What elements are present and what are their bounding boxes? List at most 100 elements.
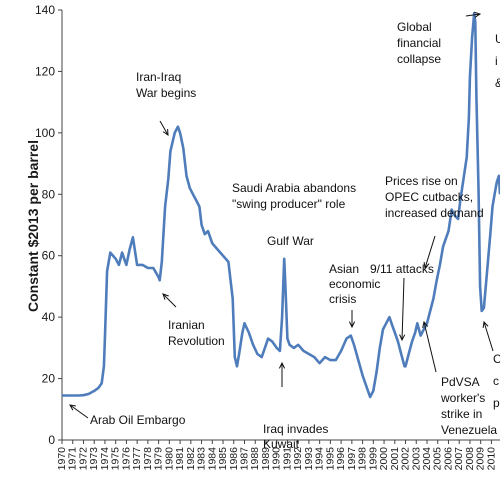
- annotation-line: War begins: [136, 86, 196, 100]
- x-tick-label: 1977: [131, 447, 143, 471]
- annotation-line: U: [495, 32, 500, 46]
- annotation-arrow: [423, 321, 437, 373]
- annotation-line: collapse: [397, 52, 441, 66]
- annotation-arrow: [159, 120, 169, 136]
- series-group: [62, 11, 500, 399]
- x-tick-label: 2004: [421, 447, 433, 471]
- x-tick-label: 1985: [217, 447, 229, 471]
- x-axis: 1970197119721973197419751976197719781979…: [56, 439, 500, 471]
- annotation-line: Global: [397, 20, 432, 34]
- annotation-arrowhead: [423, 262, 430, 270]
- annotation-label: Prices rise on OPEC cutbacks, increased de…: [385, 174, 484, 220]
- x-tick-label: 1995: [324, 447, 336, 471]
- annotation-line: Iranian: [168, 318, 205, 332]
- annotation-label: Iranian Revolution: [168, 318, 225, 348]
- annotation-line: Saudi Arabia abandons: [232, 181, 356, 195]
- y-tick-label: 80: [42, 187, 56, 201]
- x-tick-label: 1970: [56, 447, 68, 471]
- annotation-arrowhead: [278, 361, 286, 369]
- x-tick-label: 2001: [389, 447, 401, 471]
- annotation-line: p: [493, 396, 500, 410]
- annotation-arrowhead: [162, 128, 169, 137]
- x-tick-label: 1975: [110, 447, 122, 471]
- annotation-line: financial: [397, 36, 441, 50]
- x-tick-label: 2002: [400, 447, 412, 471]
- annotation-line: c: [493, 374, 499, 388]
- annotation-label: Ui &: [495, 32, 500, 90]
- annotation-arrow: [69, 404, 89, 419]
- x-tick-label: 2010: [485, 447, 497, 471]
- annotation-arrow: [162, 293, 177, 308]
- x-tick-label: 2006: [442, 447, 454, 471]
- annotation-label: PdVSA worker's strike in Venezuela: [440, 375, 497, 437]
- x-tick-label: 1986: [228, 447, 240, 471]
- y-tick-label: 40: [42, 310, 56, 324]
- x-tick-label: 1982: [185, 447, 197, 471]
- annotation-label: Arab Oil Embargo: [90, 413, 186, 427]
- annotations: Arab Oil Embargo Iranian Revolution Iran-Ir…: [69, 11, 500, 451]
- x-tick-label: 2009: [475, 447, 487, 471]
- x-tick-label: 1974: [99, 447, 111, 471]
- annotation-line: Asian: [329, 262, 359, 276]
- annotation-line: "swing producer" role: [232, 197, 346, 211]
- annotation-line: Prices rise on: [385, 174, 458, 188]
- annotation-label: 9/11 attacks: [370, 262, 434, 276]
- annotation-line: 9/11 attacks: [370, 262, 434, 276]
- annotation-line: strike in: [441, 407, 482, 421]
- x-tick-label: 1980: [163, 447, 175, 471]
- annotation-line: crisis: [329, 292, 356, 306]
- y-axis: 0 20 40 60 80 100 120 140: [35, 3, 63, 447]
- annotation-arrowhead: [348, 321, 356, 329]
- y-tick-label: 100: [35, 126, 55, 140]
- annotation-line: OPEC cutbacks,: [385, 190, 473, 204]
- y-tick-label: 0: [48, 433, 55, 447]
- annotation-arrow: [483, 321, 494, 352]
- annotation-arrow: [401, 277, 405, 341]
- x-tick-label: 1994: [314, 447, 326, 471]
- x-tick-label: 1973: [88, 447, 100, 471]
- annotation-label: Global financial collapse: [397, 20, 441, 66]
- x-tick-label: 1976: [120, 447, 132, 471]
- x-tick-label: 1992: [292, 447, 304, 471]
- annotation-line: Venezuela: [441, 423, 497, 437]
- annotation-arrowhead: [69, 404, 76, 411]
- x-tick-label: 1988: [249, 447, 261, 471]
- y-tick-label: 140: [35, 3, 55, 17]
- x-tick-label: 2000: [378, 447, 390, 471]
- annotation-arrowhead: [474, 11, 482, 18]
- x-tick-label: 2007: [453, 447, 465, 471]
- annotation-label: Saudi Arabia abandons "swing producer" ro…: [232, 181, 356, 211]
- x-tick-label: 1971: [67, 447, 79, 471]
- annotation-line: Iraq invades: [263, 422, 328, 436]
- x-tick-label: 1997: [346, 447, 358, 471]
- annotation-arrow: [465, 13, 481, 17]
- x-tick-label: 1987: [239, 447, 251, 471]
- annotation-line: Arab Oil Embargo: [90, 413, 186, 427]
- x-tick-label: 1999: [367, 447, 379, 471]
- oil-price-line: [62, 11, 500, 399]
- annotation-line: Gulf War: [267, 234, 314, 248]
- annotation-label: Gulf War: [267, 234, 314, 248]
- annotation-line: C: [493, 352, 500, 366]
- annotation-arrowhead: [422, 320, 429, 329]
- x-tick-label: 1991: [281, 447, 293, 471]
- x-tick-label: 1989: [260, 447, 272, 471]
- x-tick-label: 1983: [196, 447, 208, 471]
- x-tick-label: 1990: [271, 447, 283, 471]
- annotation-line: Kuwait: [263, 437, 300, 451]
- annotation-arrowhead: [162, 293, 169, 300]
- x-tick-label: 1981: [174, 447, 186, 471]
- y-axis-label: Constant $2013 per barrel: [25, 140, 41, 312]
- annotation-line: worker's: [440, 391, 485, 405]
- x-tick-label: 2008: [464, 447, 476, 471]
- x-tick-label: 2005: [432, 447, 444, 471]
- annotation-line: economic: [329, 277, 380, 291]
- y-tick-label: 120: [35, 64, 55, 78]
- annotation-arrowhead: [482, 320, 489, 328]
- annotation-line: Revolution: [168, 334, 225, 348]
- x-tick-label: 2003: [410, 447, 422, 471]
- x-tick-label: 1979: [153, 447, 165, 471]
- y-tick-label: 60: [42, 249, 56, 263]
